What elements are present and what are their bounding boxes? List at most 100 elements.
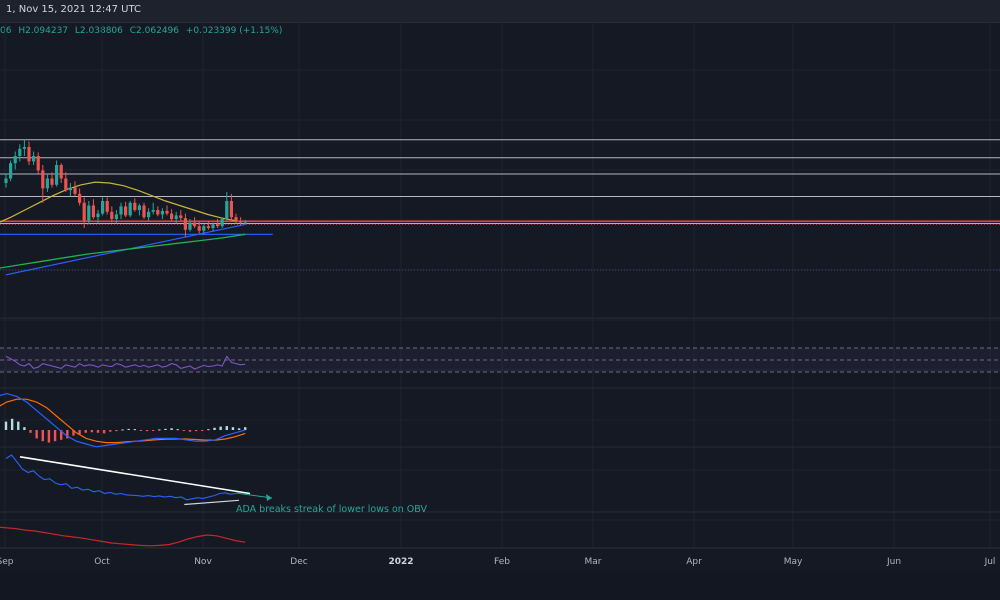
candle [160,210,164,215]
candle [156,210,160,215]
candle [55,165,59,185]
macd-histogram-bar [53,430,57,442]
candle [239,220,243,223]
ma-long-line [0,233,246,269]
candle [32,156,36,162]
x-tick-label: Dec [290,557,307,567]
macd-histogram-bar [78,430,81,435]
time-axis-background [0,548,1000,572]
candle [202,226,206,231]
macd-histogram-bar [60,430,63,440]
macd-histogram-bar [109,430,112,432]
ohlc-legend: 06 H2.094237 L2.038806 C2.062496 +0.0233… [0,26,286,36]
annotation-arrow-head [266,494,272,501]
candle [4,178,8,183]
macd-histogram-bar [102,430,106,434]
obv-support-trendline [184,499,240,506]
candle [50,178,54,185]
macd-histogram-bar [244,427,247,430]
candle [216,224,220,227]
candle [225,201,229,219]
candle [128,202,132,216]
macd-histogram-bar [213,427,216,430]
candle [142,205,146,218]
x-tick-label: Jul [984,557,996,567]
macd-histogram-bar [84,430,87,433]
candle [229,201,233,218]
candle [110,211,114,219]
candle [13,156,17,164]
candle [193,222,197,227]
candle [64,178,68,191]
ohlc-open: 06 [0,26,12,36]
ohlc-change: +0.023399 (+1.15%) [185,26,283,36]
macd-histogram-bar [225,426,228,430]
macd-histogram-bar [29,430,32,433]
candle [22,147,26,149]
candle [133,202,137,210]
candle [188,222,192,230]
x-tick-label: Feb [494,557,510,567]
candle [124,206,128,216]
candle [206,226,210,228]
x-tick-label: Oct [94,557,110,567]
lower-indicator-line [0,526,246,547]
annotation-arrow-line [235,492,273,499]
candle [82,202,86,221]
candle [9,163,13,179]
macd-histogram-bar [17,421,20,430]
ohlc-high: H2.094237 [18,26,69,36]
candle [105,201,109,212]
macd-histogram-bar [237,428,241,430]
macd-histogram-bar [90,430,94,433]
candle [119,206,123,215]
candle [45,178,49,189]
candle [220,219,224,227]
candle [78,193,82,203]
candle [179,215,183,219]
ohlc-low: L2.038806 [74,26,123,36]
candle [234,217,238,221]
candle [96,213,100,218]
macd-histogram-bar [182,430,186,431]
x-tick-label: May [784,557,803,567]
macd-histogram-bar [41,430,44,442]
x-tick-label: 2022 [388,557,413,567]
annotation-text: ADA breaks streak of lower lows on OBV [236,504,428,515]
obv-line [5,454,237,501]
ohlc-close: C2.062496 [129,26,179,36]
macd-histogram-bar [139,430,143,431]
candle [197,226,201,231]
candle [211,224,215,228]
candle [87,205,91,221]
candle [41,170,45,189]
macd-histogram-bar [121,429,124,431]
macd-histogram-bar [207,429,210,431]
macd-histogram-bar [201,430,204,431]
candle [137,205,141,210]
chart-header-bar: 1, Nov 15, 2021 12:47 UTC [0,0,1000,23]
macd-histogram-bar [23,427,26,430]
chart-header-title: 1, Nov 15, 2021 12:47 UTC [6,4,141,15]
candle [68,187,72,191]
macd-histogram-bar [47,430,51,443]
x-tick-label: Jun [886,557,901,567]
candle [170,213,174,219]
candle [243,222,247,224]
macd-histogram-bar [10,418,14,430]
macd-line [0,392,246,448]
macd-histogram-bar [164,428,167,430]
macd-histogram-bar [72,430,75,436]
candle [18,148,22,156]
macd-histogram-bar [152,430,155,431]
macd-signal-line [0,398,246,444]
macd-histogram-bar [127,428,130,430]
candle [36,156,40,171]
candle [59,165,63,179]
obv-resistance-trendline [19,456,251,495]
candle [101,201,105,214]
candle [91,205,95,218]
candle [27,147,31,162]
